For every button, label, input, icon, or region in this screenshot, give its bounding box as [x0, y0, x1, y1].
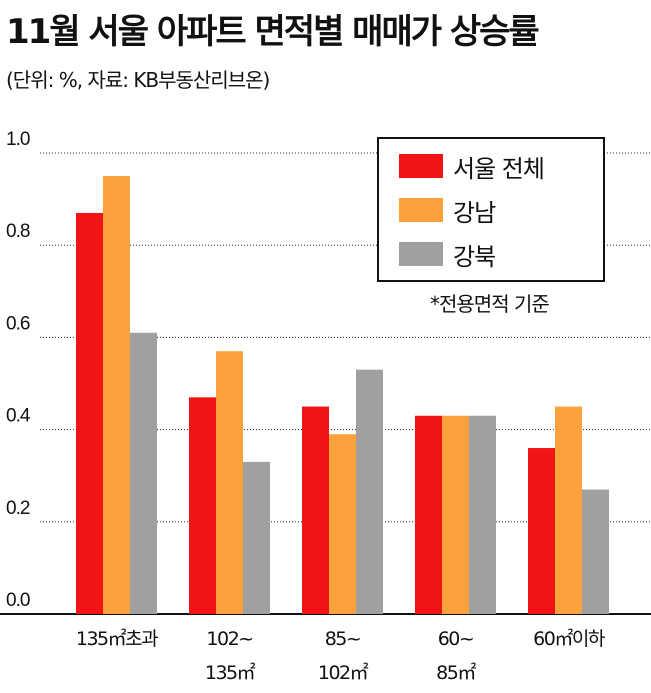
y-tick-label: 0.4	[6, 406, 31, 427]
bar-gangbuk	[469, 415, 496, 614]
chart-note: *전용면적 기준	[430, 292, 550, 316]
bar-gangbuk	[243, 461, 270, 614]
bar-gangnam	[103, 176, 130, 615]
legend-swatch-gangnam	[399, 198, 443, 222]
legend-label-gangbuk: 강북	[453, 242, 496, 271]
bar-gangbuk	[582, 489, 609, 614]
x-tick-label: 102㎡	[318, 661, 369, 684]
legend-label-gangnam: 강남	[453, 198, 496, 227]
bar-gangnam	[555, 406, 582, 614]
bar-gangnam	[329, 434, 356, 614]
legend: 서울 전체 강남 강북	[377, 137, 605, 282]
chart-title: 11월 서울 아파트 면적별 매매가 상승률	[6, 12, 540, 52]
legend-swatch-seoul	[399, 154, 443, 178]
bar-gangbuk	[356, 369, 383, 614]
x-tick-label: 60㎡이하	[533, 627, 605, 650]
bar-gangnam	[442, 415, 469, 614]
bar-seoul	[76, 212, 103, 614]
chart-subtitle: (단위: %, 자료: KB부동산리브온)	[6, 68, 270, 92]
legend-item-seoul: 서울 전체	[399, 151, 545, 183]
x-tick-label: 60~	[438, 628, 474, 650]
bar-seoul	[302, 406, 329, 614]
legend-swatch-gangbuk	[399, 242, 443, 266]
x-tick-label: 135㎡초과	[76, 627, 158, 650]
bar-seoul	[528, 448, 555, 614]
bar-gangnam	[216, 351, 243, 614]
bar-seoul	[415, 415, 442, 614]
legend-label-seoul: 서울 전체	[453, 154, 545, 183]
y-tick-label: 0.0	[6, 590, 30, 611]
y-tick-label: 0.2	[6, 498, 30, 519]
bar-seoul	[189, 397, 216, 614]
x-tick-label: 135㎡	[205, 661, 256, 684]
x-tick-label: 102~	[206, 628, 252, 650]
bar-gangbuk	[130, 332, 157, 614]
x-tick-label: 85㎡	[436, 661, 476, 684]
legend-item-gangbuk: 강북	[399, 239, 496, 271]
legend-item-gangnam: 강남	[399, 195, 496, 227]
y-tick-label: 0.6	[6, 313, 30, 334]
y-tick-label: 0.8	[6, 221, 30, 242]
y-tick-label: 1.0	[6, 129, 30, 150]
x-tick-label: 85~	[325, 628, 361, 650]
